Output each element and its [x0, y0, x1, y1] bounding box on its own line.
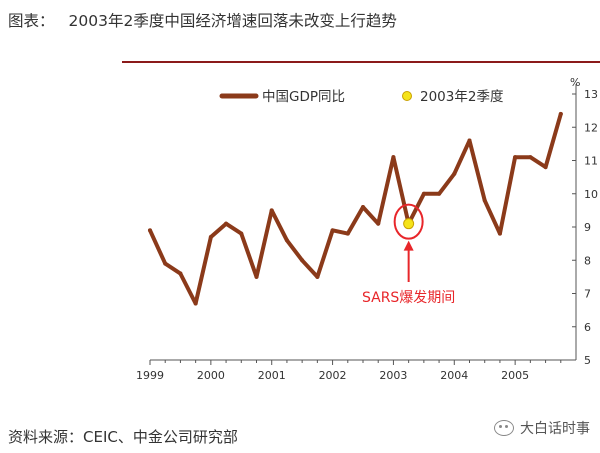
figure-label: 图表：	[8, 12, 55, 30]
y-tick-label: 13	[584, 88, 598, 101]
y-tick-label: 7	[584, 288, 591, 301]
data-point	[513, 155, 518, 160]
x-tick-label: 2001	[258, 369, 286, 382]
y-tick-label: 9	[584, 221, 591, 234]
watermark: 大白话时事	[494, 418, 590, 438]
watermark-text: 大白话时事	[520, 421, 590, 437]
data-point	[376, 221, 381, 226]
y-tick-label: 12	[584, 121, 598, 134]
data-point	[239, 231, 244, 236]
axes: 1999 2000 2001 2002 2003 2004 2005 5 6 7 8 9 10 11 12 1…	[136, 84, 598, 382]
data-point	[421, 191, 426, 196]
figure-title: 图表： 2003年2季度中国经济增速回落未改变上行趋势	[8, 9, 397, 31]
gdp-series-line	[148, 111, 563, 306]
y-tick-label: 8	[584, 254, 591, 267]
x-tick-label: 2000	[197, 369, 225, 382]
data-point	[315, 274, 320, 279]
data-point	[284, 238, 289, 243]
y-tick-label: 10	[584, 188, 598, 201]
figure-title-text: 2003年2季度中国经济增速回落未改变上行趋势	[68, 12, 397, 30]
data-point	[437, 191, 442, 196]
legend-series-label: 中国GDP同比	[262, 89, 345, 105]
x-tick-label: 2004	[440, 369, 468, 382]
data-point	[543, 165, 548, 170]
x-tick-label: 2005	[501, 369, 529, 382]
annotation-label: SARS爆发期间	[362, 290, 455, 306]
data-point	[163, 261, 168, 266]
y-tick-label: 11	[584, 155, 598, 168]
highlight-ring	[393, 203, 424, 240]
chat-bubble-icon	[494, 420, 514, 436]
data-point	[528, 155, 533, 160]
data-point	[178, 271, 183, 276]
data-point	[193, 301, 198, 306]
data-point	[482, 198, 487, 203]
data-point	[345, 231, 350, 236]
x-tick-label: 2002	[319, 369, 347, 382]
source-note: 资料来源：CEIC、中金公司研究部	[8, 428, 238, 446]
x-tick-label: 2003	[379, 369, 407, 382]
y-axis-unit: %	[570, 76, 580, 89]
highlight-marker	[403, 218, 415, 230]
annotation-layer: SARS爆发期间	[362, 203, 455, 306]
data-point	[254, 274, 259, 279]
series-layer	[148, 111, 563, 306]
y-tick-label: 6	[584, 321, 591, 334]
data-point	[148, 228, 152, 233]
y-tick-label: 5	[584, 354, 591, 367]
data-point	[269, 208, 274, 213]
data-point	[361, 205, 365, 210]
data-point	[330, 228, 335, 233]
top-rule	[122, 61, 600, 63]
data-point	[300, 258, 305, 263]
x-tick-label: 1999	[136, 369, 164, 382]
legend: 中国GDP同比 2003年2季度	[219, 89, 503, 105]
data-point	[467, 138, 472, 143]
data-point	[558, 111, 563, 116]
data-point	[497, 231, 502, 236]
data-point	[224, 221, 229, 226]
data-point	[452, 171, 457, 176]
legend-highlight-label: 2003年2季度	[420, 89, 503, 105]
legend-marker-swatch	[402, 91, 412, 101]
data-point	[391, 155, 396, 160]
annotation-arrow-head	[403, 240, 414, 251]
data-point	[208, 234, 213, 239]
